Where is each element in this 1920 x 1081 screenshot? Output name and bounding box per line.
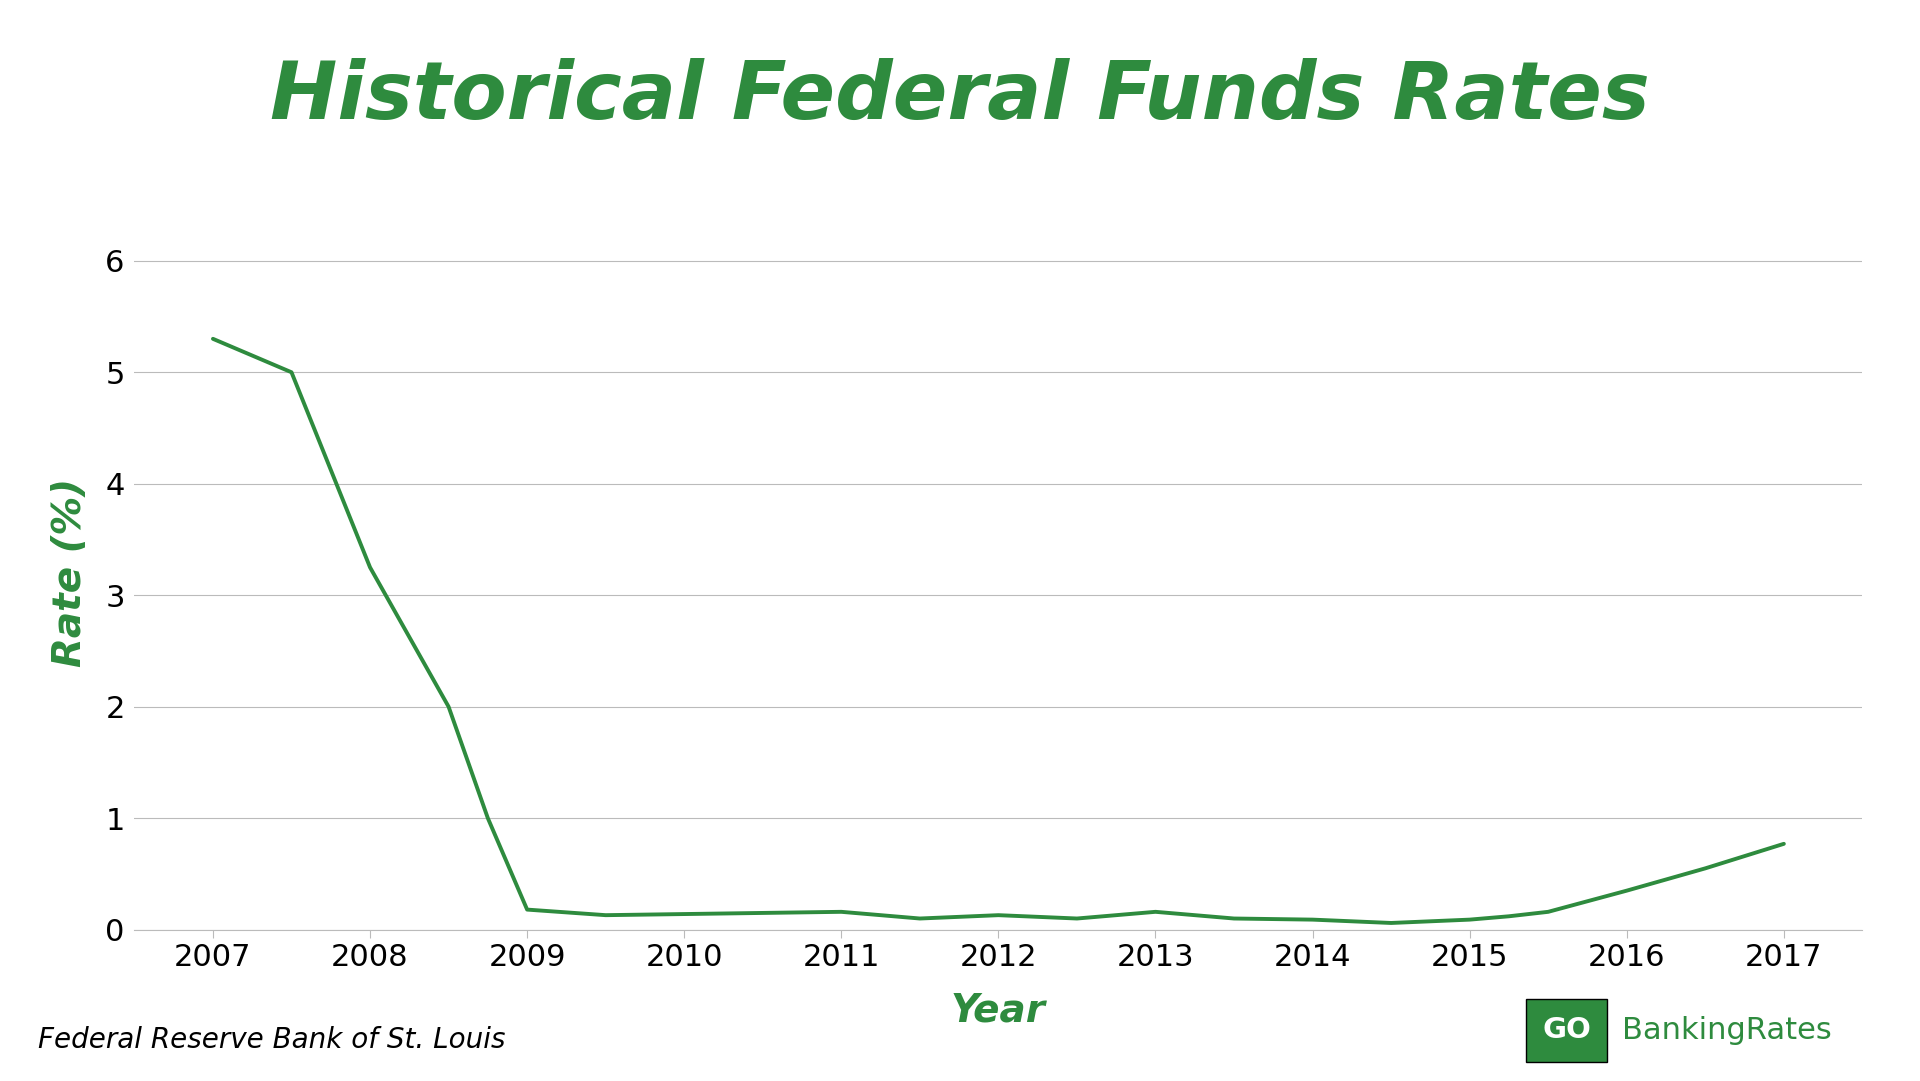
Text: GO: GO bbox=[1542, 1016, 1592, 1044]
Y-axis label: Rate (%): Rate (%) bbox=[50, 479, 88, 667]
Text: Historical Federal Funds Rates: Historical Federal Funds Rates bbox=[271, 58, 1649, 136]
Text: Federal Reserve Bank of St. Louis: Federal Reserve Bank of St. Louis bbox=[38, 1026, 505, 1054]
X-axis label: Year: Year bbox=[950, 991, 1046, 1029]
Text: BankingRates: BankingRates bbox=[1622, 1016, 1832, 1044]
